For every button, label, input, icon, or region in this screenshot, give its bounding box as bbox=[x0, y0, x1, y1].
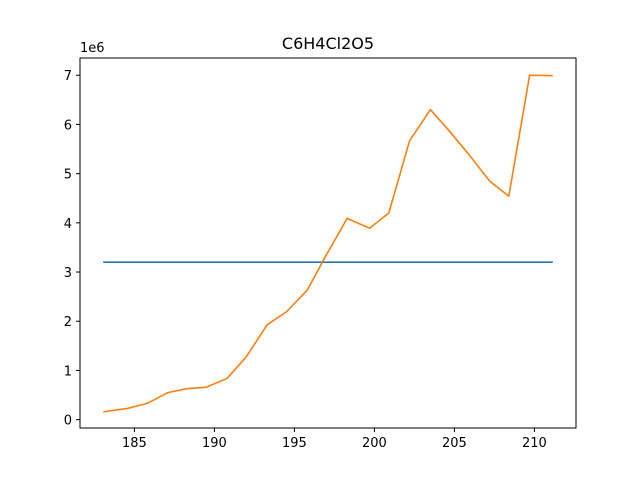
series-line-2 bbox=[103, 74, 553, 413]
y-tick-label: 7 bbox=[64, 69, 72, 84]
x-tick-label: 205 bbox=[442, 436, 467, 451]
y-tick-label: 4 bbox=[64, 217, 72, 232]
x-tick-label: 195 bbox=[282, 436, 307, 451]
plot-area: 185 190 195 200 205 210 0 1 2 3 4 5 6 7 bbox=[64, 69, 553, 451]
chart-title: C6H4Cl2O5 bbox=[282, 34, 374, 53]
y-tick-label: 6 bbox=[64, 118, 72, 133]
x-tick-label: 200 bbox=[362, 436, 387, 451]
x-tick-label: 210 bbox=[522, 436, 547, 451]
y-offset-label: 1e6 bbox=[80, 41, 105, 56]
y-tick-label: 1 bbox=[64, 364, 72, 379]
x-tick-label: 190 bbox=[202, 436, 227, 451]
y-tick-label: 3 bbox=[64, 266, 72, 281]
axes-frame bbox=[79, 57, 577, 429]
x-tick-label: 185 bbox=[122, 436, 147, 451]
y-tick-label: 5 bbox=[64, 168, 72, 183]
y-tick-label: 2 bbox=[64, 315, 72, 330]
y-tick-label: 0 bbox=[64, 414, 72, 429]
